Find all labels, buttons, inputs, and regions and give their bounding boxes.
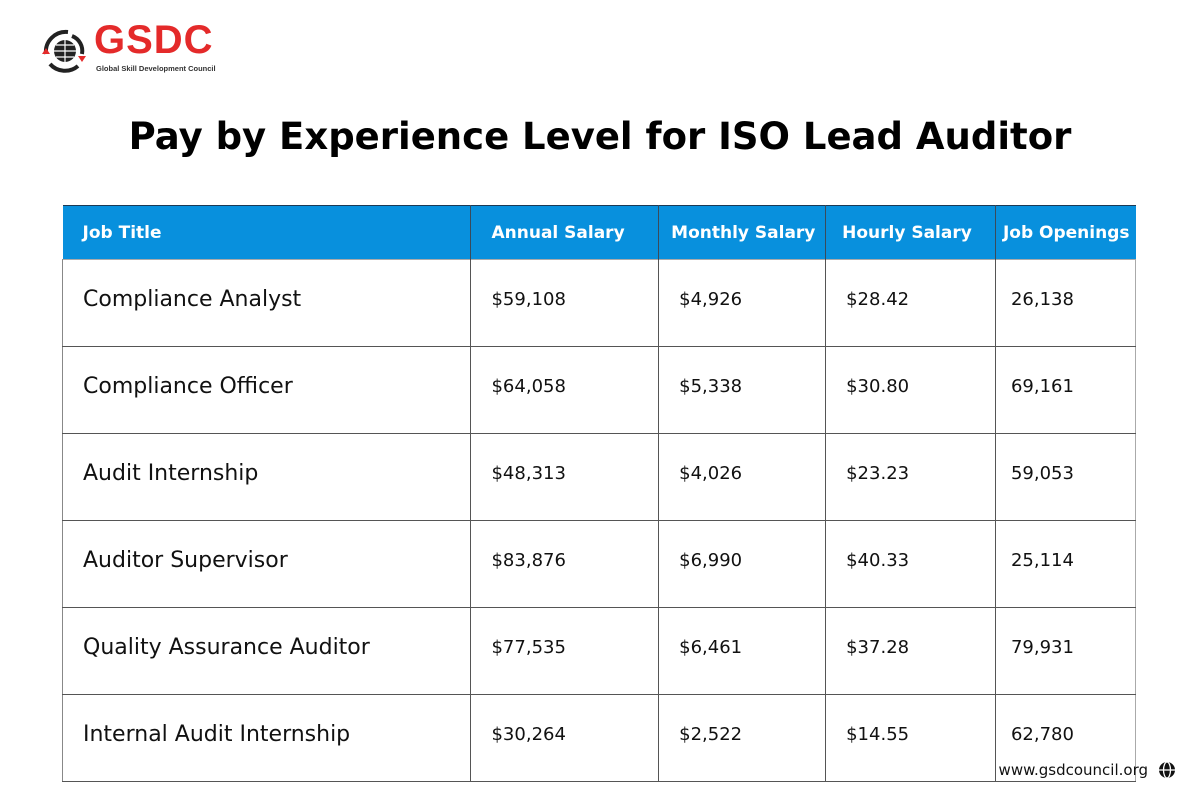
- monthly-salary-cell: $4,926: [658, 259, 827, 347]
- job-openings-cell: 59,053: [994, 433, 1137, 521]
- column-header: Annual Salary: [470, 205, 660, 260]
- job-openings-cell: 69,161: [994, 346, 1137, 434]
- job-openings-cell: 62,780: [994, 694, 1137, 782]
- job-title-cell: Internal Audit Internship: [61, 694, 472, 782]
- hourly-salary-cell: $23.23: [825, 433, 996, 521]
- column-header: Job Title: [62, 205, 472, 260]
- salary-table: Job Title Annual Salary Monthly Salary H…: [61, 205, 1137, 782]
- logo-subtitle: Global Skill Development Council: [96, 64, 216, 73]
- website-link[interactable]: www.gsdcouncil.org: [998, 761, 1148, 779]
- monthly-salary-cell: $6,461: [658, 607, 827, 695]
- footer: www.gsdcouncil.org: [999, 761, 1176, 779]
- table-row: Compliance Officer $64,058 $5,338 $30.80 69,…: [61, 346, 1137, 434]
- job-title-cell: Compliance Analyst: [61, 259, 472, 347]
- table-row: Internal Audit Internship $30,264 $2,522 $1…: [61, 694, 1137, 782]
- annual-salary-cell: $77,535: [470, 607, 660, 695]
- job-openings-cell: 25,114: [994, 520, 1137, 608]
- table-header-row: Job Title Annual Salary Monthly Salary H…: [62, 205, 1136, 260]
- annual-salary-cell: $30,264: [470, 694, 660, 782]
- column-header: Hourly Salary: [825, 205, 996, 260]
- table-row: Quality Assurance Auditor $77,535 $6,461 $3…: [61, 607, 1137, 695]
- annual-salary-cell: $48,313: [470, 433, 660, 521]
- logo-brand: GSDC: [94, 18, 214, 62]
- column-header: Monthly Salary: [658, 205, 827, 260]
- job-title-cell: Quality Assurance Auditor: [61, 607, 472, 695]
- gsdc-logo: GSDC Global Skill Development Council: [38, 18, 228, 77]
- annual-salary-cell: $59,108: [470, 259, 660, 347]
- annual-salary-cell: $83,876: [470, 520, 660, 608]
- page-title: Pay by Experience Level for ISO Lead Aud…: [128, 115, 1072, 158]
- table-row: Compliance Analyst $59,108 $4,926 $28.42 26,…: [61, 259, 1137, 347]
- globe-logo-icon: [42, 29, 86, 73]
- hourly-salary-cell: $37.28: [825, 607, 996, 695]
- monthly-salary-cell: $4,026: [658, 433, 827, 521]
- monthly-salary-cell: $5,338: [658, 346, 827, 434]
- hourly-salary-cell: $28.42: [825, 259, 996, 347]
- hourly-salary-cell: $30.80: [825, 346, 996, 434]
- monthly-salary-cell: $2,522: [658, 694, 827, 782]
- globe-icon: [1159, 761, 1175, 779]
- monthly-salary-cell: $6,990: [658, 520, 827, 608]
- annual-salary-cell: $64,058: [470, 346, 660, 434]
- job-title-cell: Audit Internship: [61, 433, 472, 521]
- table-row: Audit Internship $48,313 $4,026 $23.23 59,05…: [61, 433, 1137, 521]
- job-title-cell: Compliance Officer: [61, 346, 472, 434]
- hourly-salary-cell: $14.55: [825, 694, 996, 782]
- job-title-cell: Auditor Supervisor: [61, 520, 472, 608]
- job-openings-cell: 79,931: [994, 607, 1137, 695]
- table-row: Auditor Supervisor $83,876 $6,990 $40.33 25,…: [61, 520, 1137, 608]
- hourly-salary-cell: $40.33: [825, 520, 996, 608]
- column-header: Job Openings: [995, 205, 1136, 260]
- job-openings-cell: 26,138: [994, 259, 1137, 347]
